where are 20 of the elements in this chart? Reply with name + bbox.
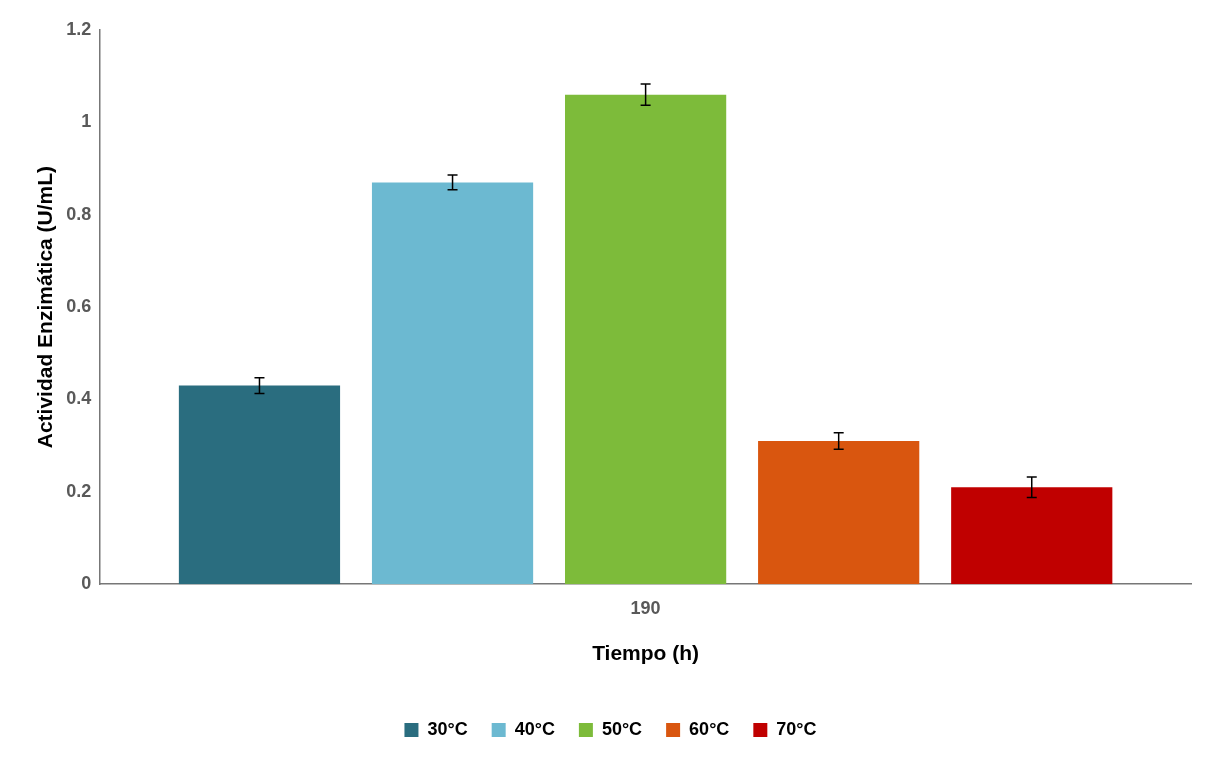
bar [371, 182, 534, 585]
legend-label: 30°C [427, 718, 468, 739]
y-tick-label: 0.4 [66, 388, 92, 409]
bar [758, 441, 920, 585]
legend-label: 60°C [689, 718, 730, 739]
y-tick-label: 0.6 [66, 296, 92, 317]
y-tick-label: 0 [81, 573, 92, 594]
y-tick-label: 1 [81, 111, 92, 132]
bar [565, 94, 727, 585]
legend-label: 50°C [601, 718, 643, 739]
y-tick-label: 0.8 [66, 203, 92, 224]
bar [951, 487, 1113, 585]
y-axis-title: Actividad Enzimática (U/mL) [33, 165, 57, 449]
x-tick-label: 190 [630, 597, 661, 618]
bar [178, 385, 341, 585]
legend-label: 70°C [776, 718, 817, 739]
y-tick-label: 0.2 [66, 480, 92, 501]
x-axis-title: Tiempo (h) [592, 641, 700, 665]
legend-label: 40°C [514, 718, 555, 739]
y-tick-label: 1.2 [66, 18, 92, 39]
